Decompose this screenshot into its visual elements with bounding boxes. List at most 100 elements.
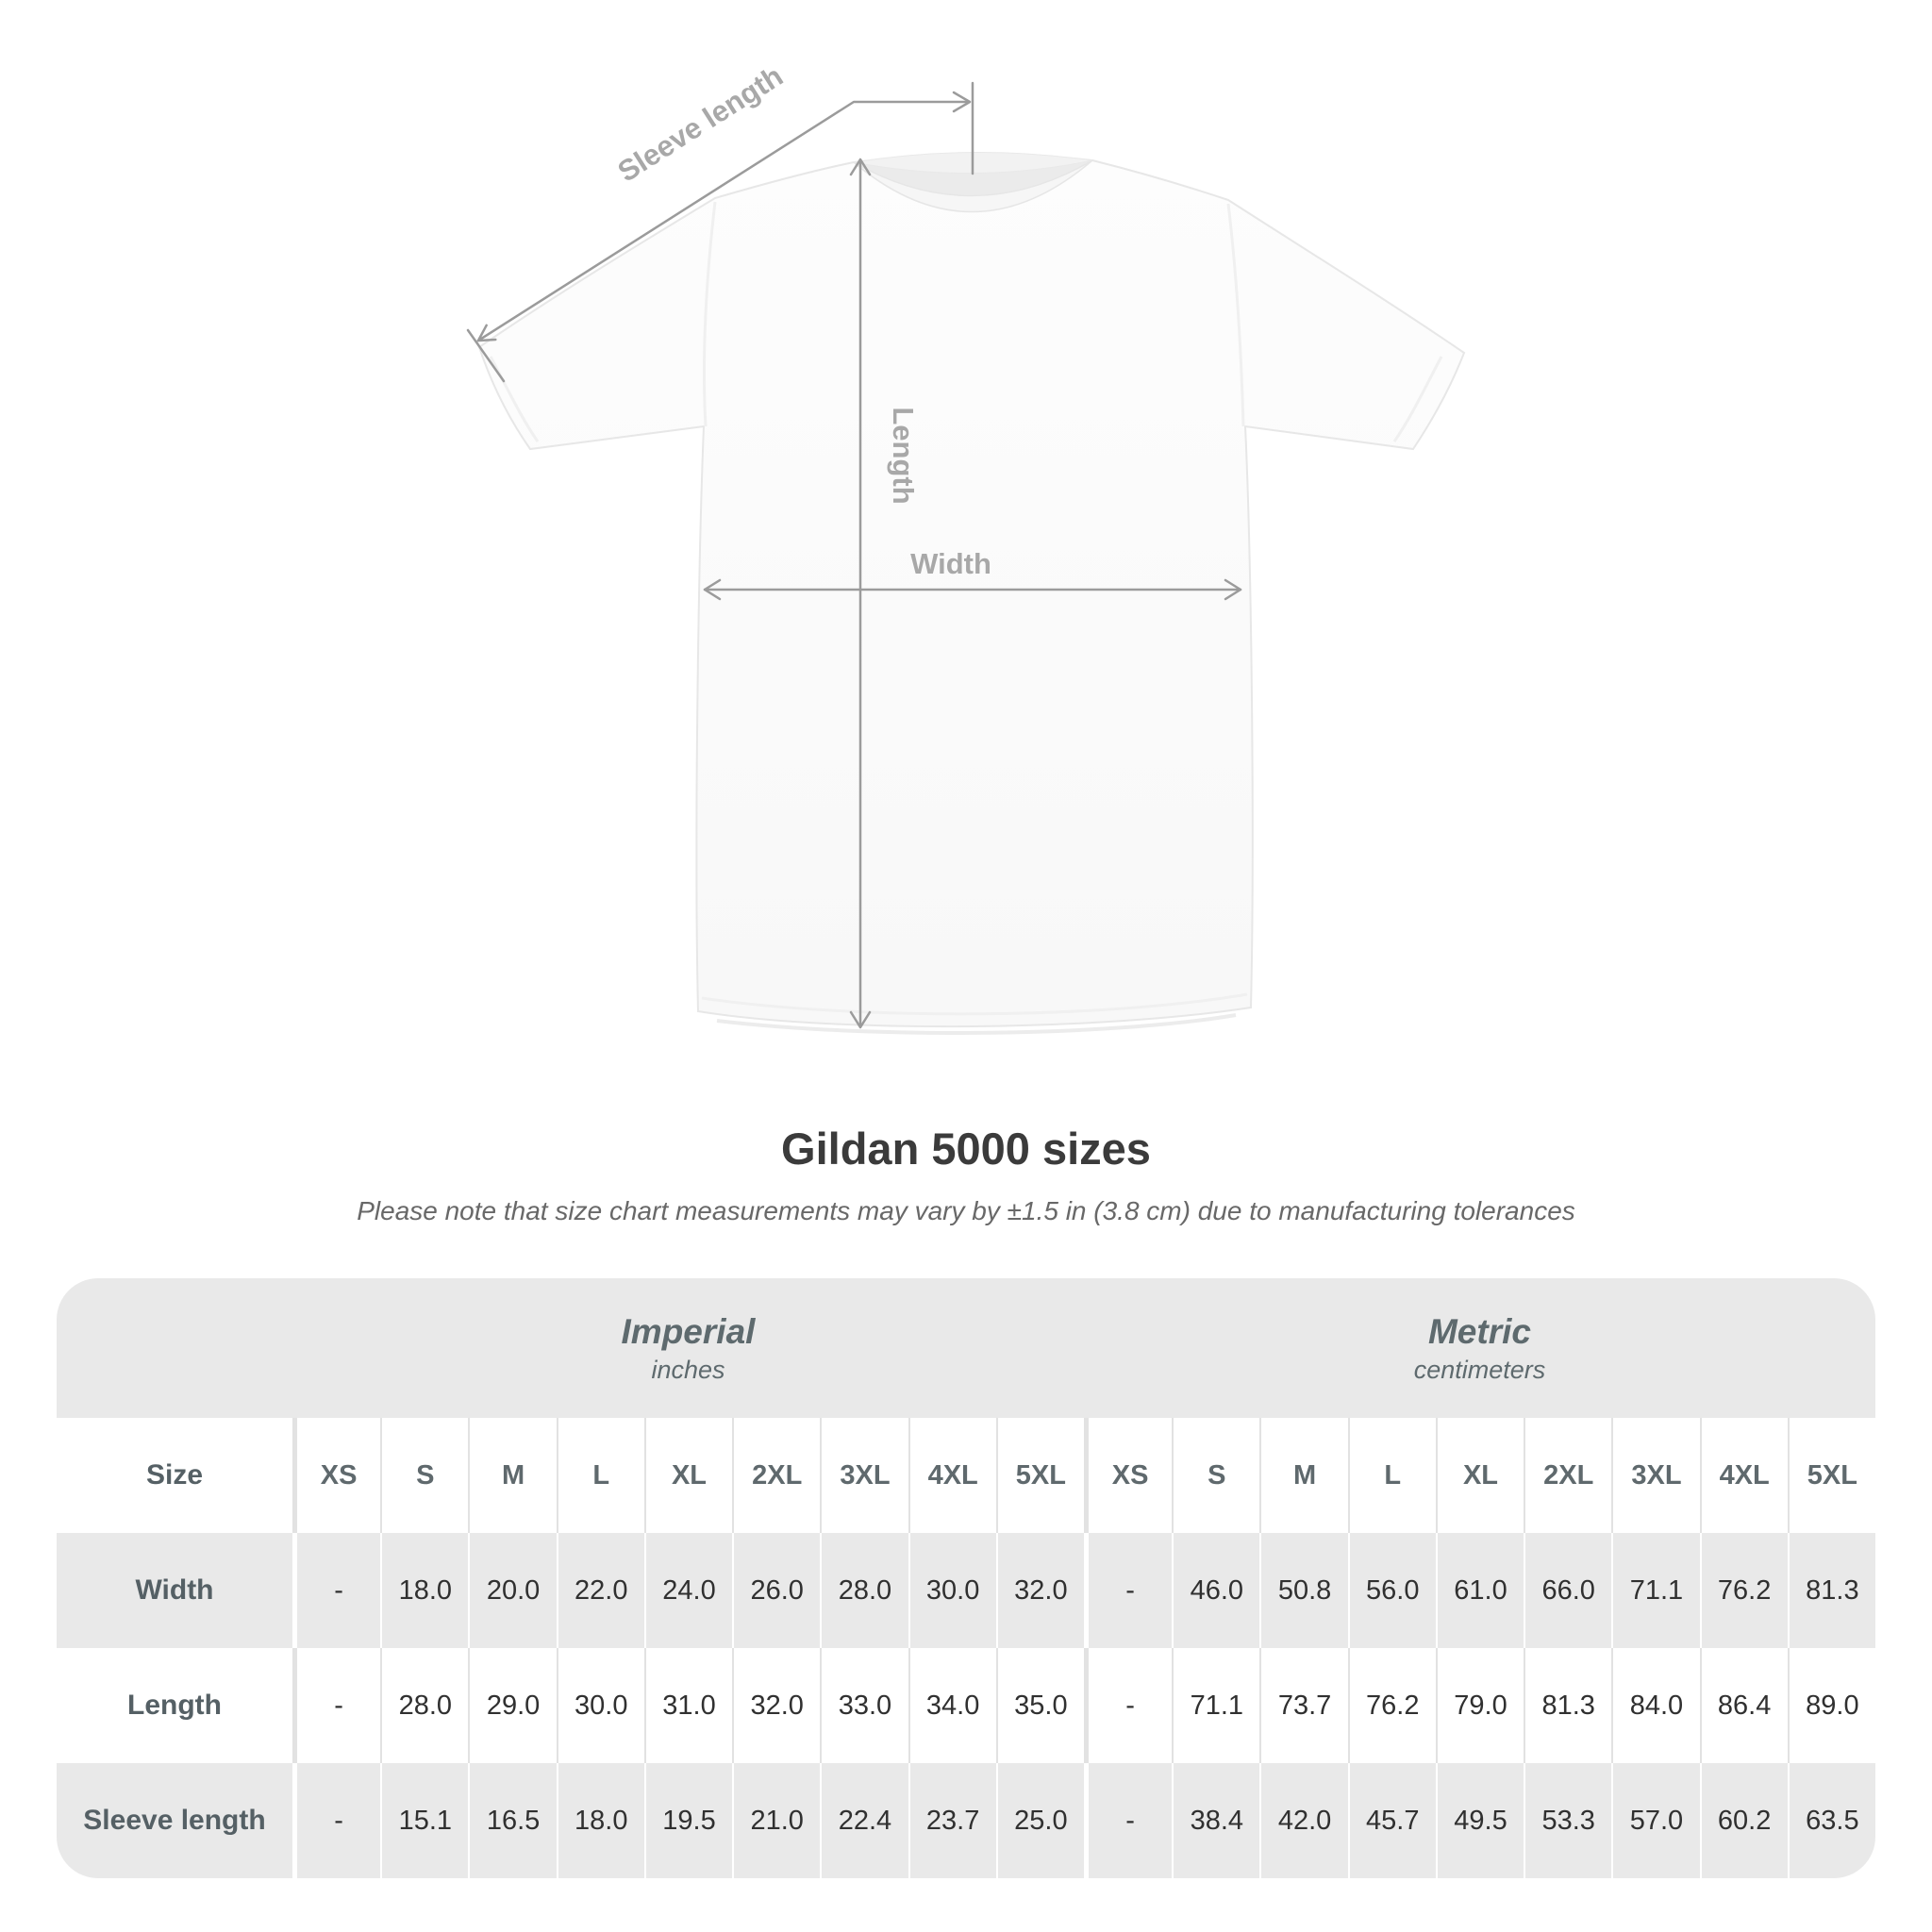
width-value: 24.0 — [643, 1533, 733, 1648]
size-col-header: 3XL — [820, 1418, 908, 1533]
left-cuff-seam — [489, 356, 540, 442]
sleeve-length-value: - — [1083, 1763, 1173, 1878]
sleeve-length-value: 63.5 — [1787, 1763, 1875, 1878]
width-value: 71.1 — [1611, 1533, 1700, 1648]
width-value: 61.0 — [1435, 1533, 1524, 1648]
size-col-header: XL — [1435, 1418, 1524, 1533]
sleeve-length-arrowhead-right-icon — [952, 91, 972, 113]
width-value: 76.2 — [1699, 1533, 1788, 1648]
length-value: 31.0 — [643, 1648, 733, 1763]
sleeve-length-value: 49.5 — [1435, 1763, 1524, 1878]
length-value: 71.1 — [1172, 1648, 1260, 1763]
width-value: 28.0 — [820, 1533, 908, 1648]
width-value: 26.0 — [732, 1533, 821, 1648]
hem-shadow — [716, 1013, 1237, 1035]
length-value: 76.2 — [1347, 1648, 1436, 1763]
size-col-header: 4XL — [1699, 1418, 1788, 1533]
sleeve-length-value: 18.0 — [556, 1763, 644, 1878]
length-value: 32.0 — [732, 1648, 821, 1763]
length-value: 33.0 — [820, 1648, 908, 1763]
tolerance-note: Please note that size chart measurements… — [357, 1196, 1575, 1225]
length-value: 86.4 — [1699, 1648, 1788, 1763]
width-value: 66.0 — [1524, 1533, 1612, 1648]
size-col-header: 4XL — [908, 1418, 996, 1533]
sleeve-length-label: Sleeve length — [612, 59, 789, 189]
tshirt-measurement-diagram: Sleeve length Length Width — [466, 59, 1466, 1035]
width-label: Width — [910, 547, 991, 580]
width-value: 20.0 — [468, 1533, 557, 1648]
band-empty-cell — [57, 1278, 292, 1418]
tshirt-illustration — [477, 152, 1466, 1035]
band-imperial: Imperial inches — [292, 1278, 1084, 1418]
size-col-header: 3XL — [1611, 1418, 1700, 1533]
sleeve-length-value: 38.4 — [1172, 1763, 1260, 1878]
width-value: 22.0 — [556, 1533, 644, 1648]
length-value: 89.0 — [1787, 1648, 1875, 1763]
length-value: 35.0 — [995, 1648, 1084, 1763]
size-col-header: 2XL — [1524, 1418, 1612, 1533]
sleeve-length-value: 15.1 — [380, 1763, 469, 1878]
sleeve-length-value: 23.7 — [908, 1763, 996, 1878]
width-row-label: Width — [57, 1533, 292, 1648]
hem-stitch — [701, 992, 1248, 1016]
length-value: - — [1083, 1648, 1173, 1763]
sleeve-length-value: - — [292, 1763, 381, 1878]
sleeve-end-tick — [466, 328, 506, 383]
width-value: 46.0 — [1172, 1533, 1260, 1648]
width-arrowhead-left-icon — [703, 578, 722, 601]
page-title: Gildan 5000 sizes — [781, 1124, 1151, 1174]
length-value: - — [292, 1648, 381, 1763]
size-col-header: XS — [1083, 1418, 1173, 1533]
neck-hole-shadow — [854, 160, 1092, 196]
size-row-label: Size — [57, 1418, 292, 1533]
left-armhole-seam — [702, 201, 717, 427]
length-annotation: Length — [849, 158, 920, 1029]
sleeve-length-value: 53.3 — [1524, 1763, 1612, 1878]
sleeve-length-value: 60.2 — [1699, 1763, 1788, 1878]
length-row-label: Length — [57, 1648, 292, 1763]
length-value: 29.0 — [468, 1648, 557, 1763]
imperial-heading: Imperial — [621, 1311, 756, 1351]
sleeve-length-value: 42.0 — [1259, 1763, 1348, 1878]
length-value: 28.0 — [380, 1648, 469, 1763]
size-table: Imperial inches Metric centimeters Size … — [57, 1278, 1875, 1878]
imperial-unit: inches — [651, 1355, 725, 1384]
size-col-header: XL — [643, 1418, 733, 1533]
width-value: 50.8 — [1259, 1533, 1348, 1648]
size-col-header: S — [1172, 1418, 1260, 1533]
right-cuff-seam — [1392, 356, 1443, 442]
sleeve-length-value: 19.5 — [643, 1763, 733, 1878]
length-value: 73.7 — [1259, 1648, 1348, 1763]
sleeve-length-arrowhead-left-icon — [476, 324, 497, 342]
size-col-header: 2XL — [732, 1418, 821, 1533]
sleeve-length-value: 16.5 — [468, 1763, 557, 1878]
sleeve-length-value: 22.4 — [820, 1763, 908, 1878]
width-value: - — [292, 1533, 381, 1648]
size-col-header: 5XL — [995, 1418, 1084, 1533]
size-col-header: XS — [292, 1418, 381, 1533]
size-col-header: M — [1259, 1418, 1348, 1533]
size-col-header: L — [1347, 1418, 1436, 1533]
length-value: 79.0 — [1435, 1648, 1524, 1763]
width-value: 30.0 — [908, 1533, 996, 1648]
length-value: 30.0 — [556, 1648, 644, 1763]
width-value: 18.0 — [380, 1533, 469, 1648]
length-arrowhead-bottom-icon — [849, 1010, 872, 1029]
length-arrowhead-top-icon — [849, 158, 872, 176]
size-col-header: M — [468, 1418, 557, 1533]
width-value: 56.0 — [1347, 1533, 1436, 1648]
width-annotation: Width — [703, 547, 1242, 601]
length-label: Length — [887, 407, 920, 504]
length-value: 34.0 — [908, 1648, 996, 1763]
right-armhole-seam — [1226, 203, 1245, 427]
size-col-header: L — [556, 1418, 644, 1533]
width-value: - — [1083, 1533, 1173, 1648]
sleeve-length-value: 21.0 — [732, 1763, 821, 1878]
sleeve-length-value: 45.7 — [1347, 1763, 1436, 1878]
metric-unit: centimeters — [1413, 1355, 1546, 1384]
width-value: 32.0 — [995, 1533, 1084, 1648]
size-col-header: S — [380, 1418, 469, 1533]
sleeve-length-value: 57.0 — [1611, 1763, 1700, 1878]
metric-heading: Metric — [1427, 1311, 1531, 1351]
